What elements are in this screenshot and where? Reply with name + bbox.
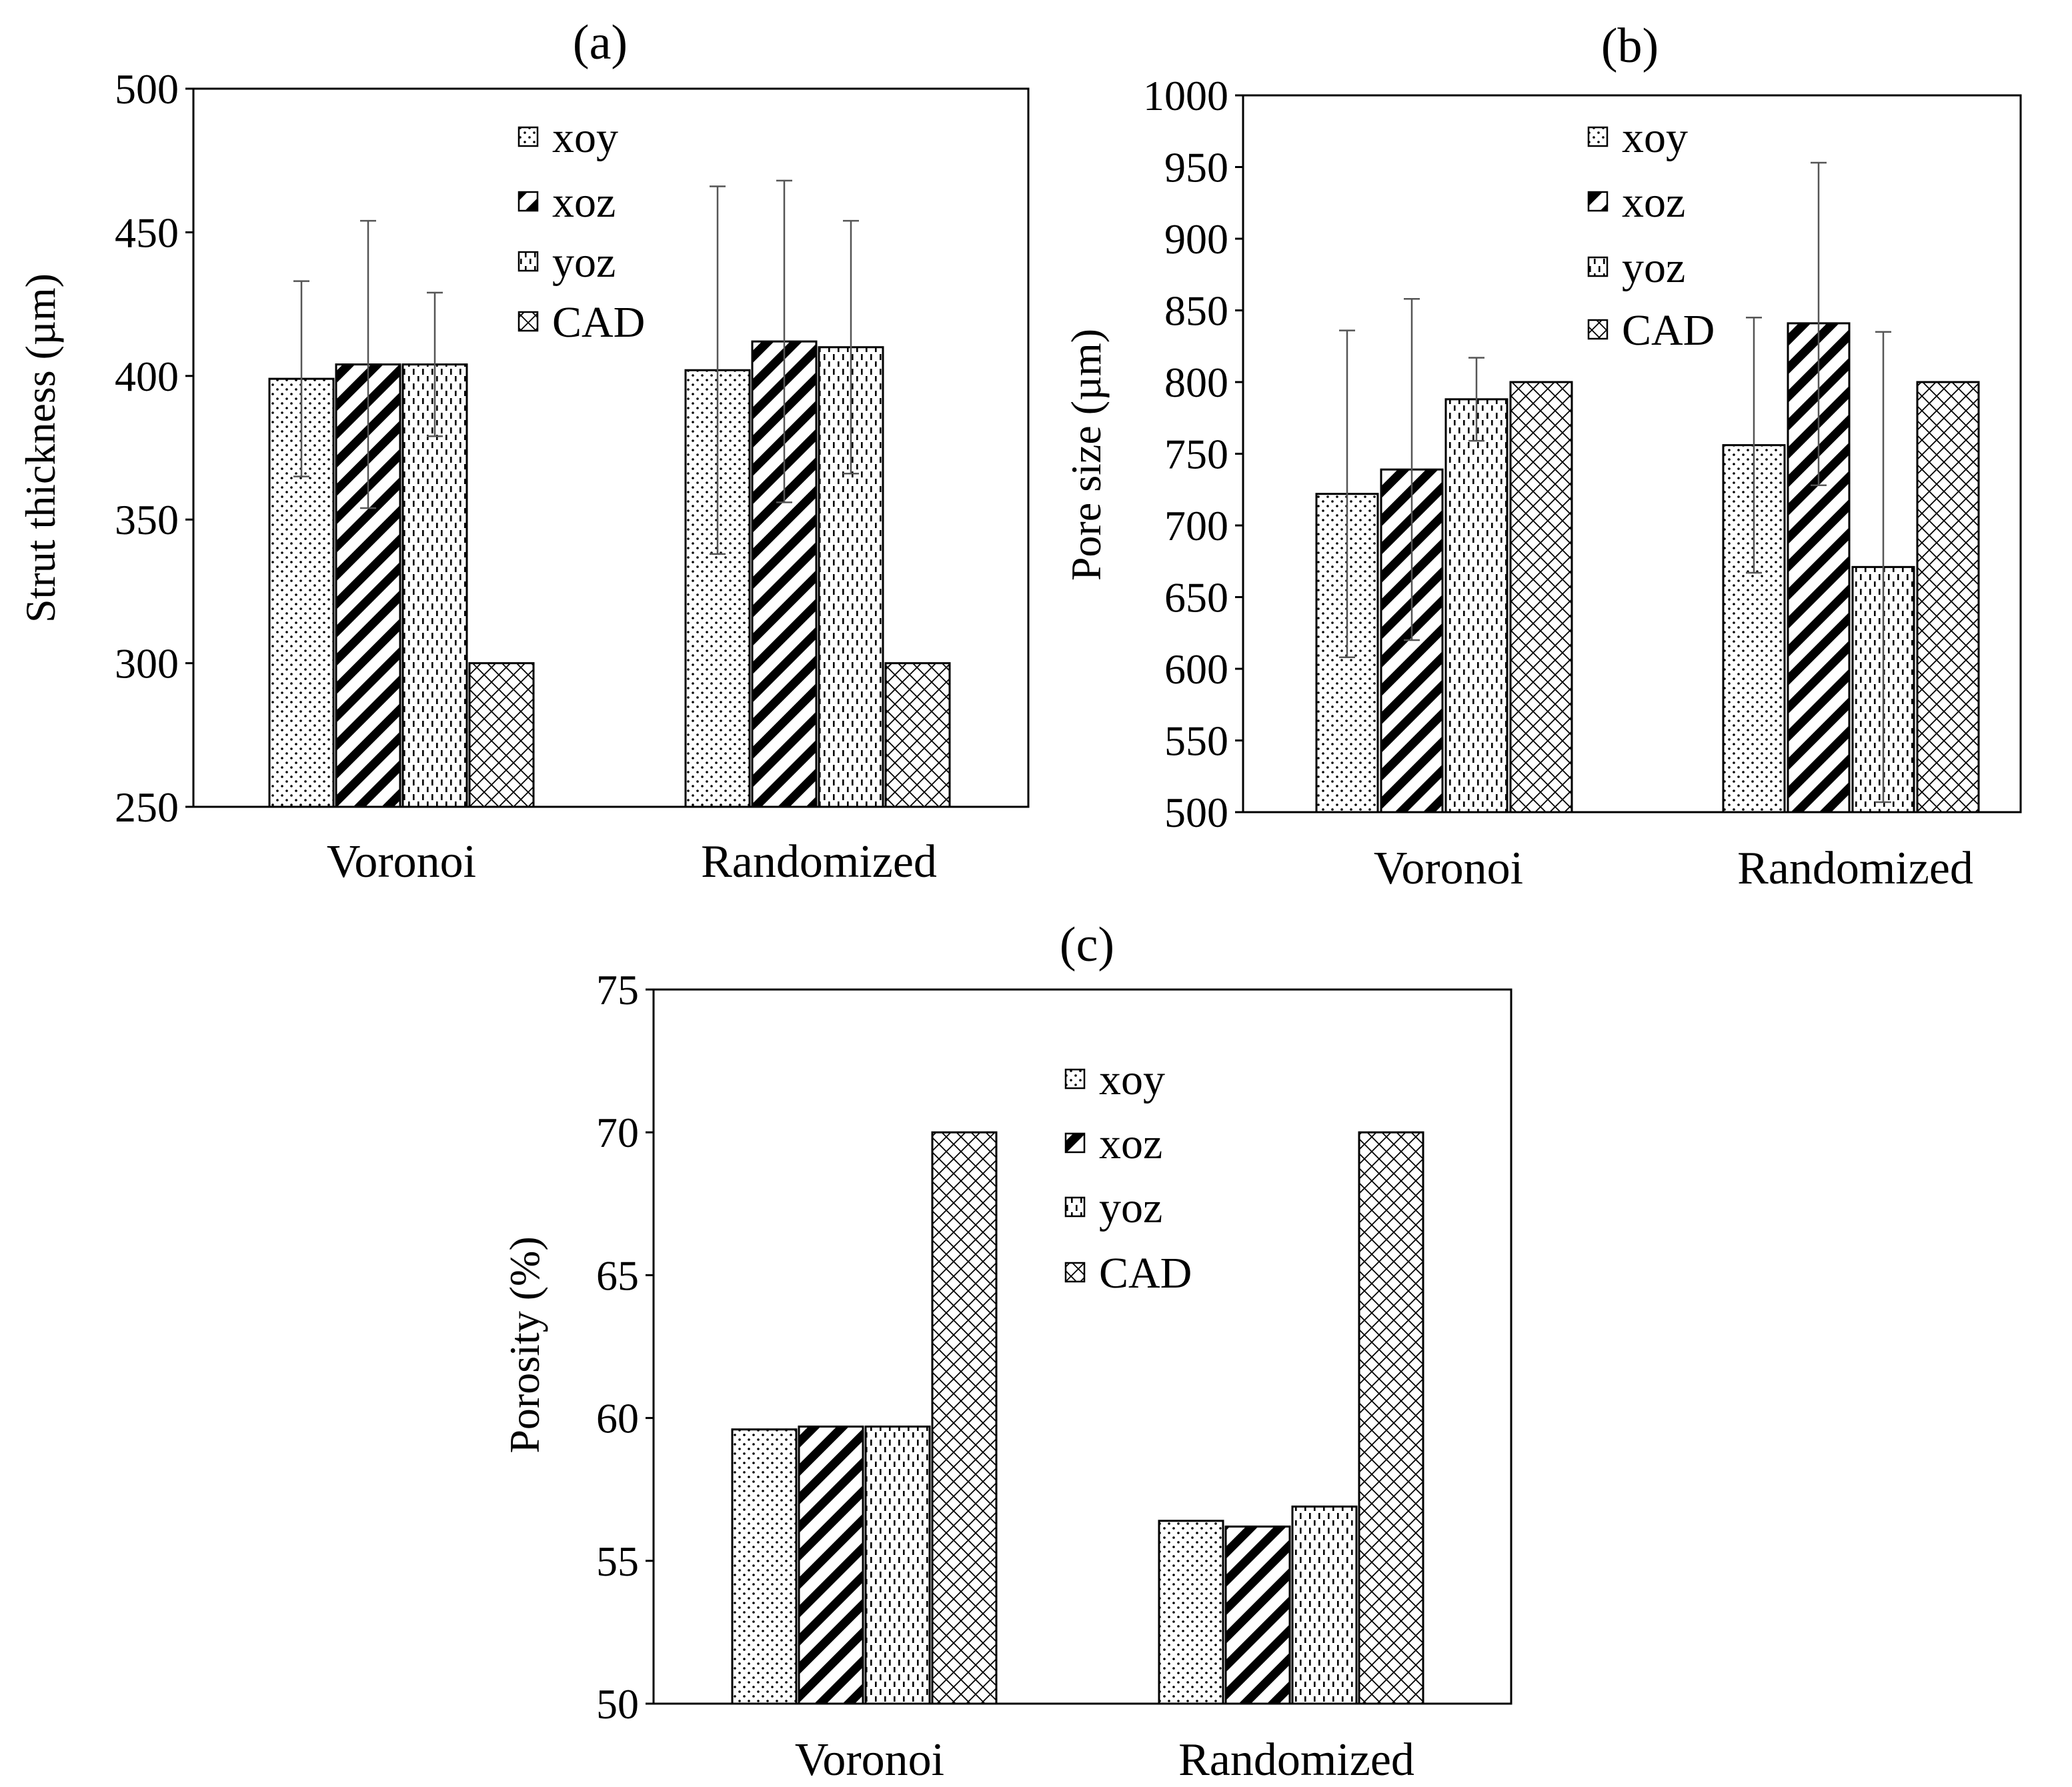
panel-a-bar-cad-randomized	[884, 662, 951, 808]
panel-a-errorbars	[293, 179, 859, 555]
panel-a-ytick-label: 250	[115, 783, 179, 831]
panel-c-legend-xoz: xoz	[1099, 1120, 1162, 1168]
panel-b-legend-swatch-xoy	[1587, 126, 1609, 147]
panel-a-ytick-label: 400	[115, 353, 179, 400]
panel-c-bar-yoz-randomized	[1291, 1505, 1358, 1705]
panel-a-legend-swatch-xoz	[517, 191, 539, 212]
panel-c-frame	[652, 988, 1512, 1705]
panel-c-bars	[731, 1131, 1424, 1705]
panel-a-legend-yoz: yoz	[552, 238, 616, 287]
panel-c-category-randomized: Randomized	[1178, 1734, 1414, 1786]
panel-c-ytick-label: 60	[596, 1395, 639, 1442]
panel-a-legend-xoz: xoz	[552, 178, 616, 227]
panel-b-legend-swatch-yoz	[1587, 256, 1609, 277]
panel-b-yticks: 500 550 600 650 700 750 800 850 900 950 1000	[1143, 72, 1243, 836]
panel-b-bars	[1315, 322, 1980, 813]
panel-a-category-randomized: Randomized	[701, 836, 937, 887]
panel-c-legend-xoy: xoy	[1099, 1056, 1165, 1104]
panel-c-ytick-label: 75	[596, 966, 639, 1014]
panel-a-ytick-label: 300	[115, 640, 179, 687]
panel-b-ytick-label: 1000	[1143, 72, 1228, 119]
panel-b-ytick-label: 850	[1164, 287, 1228, 335]
panel-b-bar-yoz-voronoi	[1444, 398, 1508, 813]
panel-a-frame	[192, 87, 1030, 808]
panel-c-legend-cad: CAD	[1099, 1249, 1192, 1298]
panel-a-legend-cad: CAD	[552, 298, 645, 347]
panel-b-ytick-label: 700	[1164, 502, 1228, 549]
panel-b-ytick-label: 550	[1164, 717, 1228, 765]
panel-c-yticks: 50 55 60 65 70 75	[596, 966, 654, 1728]
panel-b-legend-swatch-xoz	[1587, 191, 1609, 212]
panel-c-ytick-label: 55	[596, 1538, 639, 1585]
panel-b-errorbars	[1339, 161, 1891, 803]
panel-c-ylabel: Porosity (%)	[501, 1236, 548, 1453]
panel-c-ytick-label: 70	[596, 1109, 639, 1156]
panel-a-ytick-label: 450	[115, 209, 179, 256]
panel-c-bar-xoy-randomized	[1158, 1520, 1224, 1705]
panel-b-ytick-label: 500	[1164, 789, 1228, 836]
panel-b-ytick-label: 900	[1164, 215, 1228, 263]
panel-b-ytick-label: 950	[1164, 144, 1228, 191]
panel-b-ytick-label: 800	[1164, 359, 1228, 406]
panel-c-legend-swatch-cad	[1064, 1262, 1086, 1283]
panel-a-yticks: 250 300 350 400 450 500	[115, 65, 193, 831]
panel-a-bar-yoz-voronoi	[401, 363, 468, 808]
panel-b-bar-cad-voronoi	[1509, 381, 1573, 813]
panel-b-legend-xoy: xoy	[1622, 113, 1688, 162]
panel-c-category-voronoi: Voronoi	[795, 1734, 944, 1786]
panel-b-category-voronoi: Voronoi	[1374, 843, 1523, 894]
panel-c-ytick-label: 50	[596, 1680, 639, 1728]
panel-a-ylabel: Strut thickness (µm)	[17, 273, 64, 623]
panel-c-bar-cad-randomized	[1358, 1131, 1424, 1705]
panel-c-legend-swatch-xoy	[1064, 1068, 1086, 1090]
chart-panel-a: (a) Strut thickness (µm) 250 300 350 400 450…	[17, 15, 1030, 887]
panel-b-bar-cad-randomized	[1916, 381, 1980, 813]
panel-b-legend-swatch-cad	[1587, 319, 1609, 340]
panel-b-legend: xoy xoz yoz CAD	[1587, 113, 1715, 355]
chart-panel-b: (b) Pore size (µm) 500 550 600 650 700 750 800…	[1062, 19, 2022, 894]
panel-c-legend-swatch-yoz	[1064, 1196, 1086, 1218]
panel-c-bar-cad-voronoi	[931, 1131, 998, 1705]
panel-a-legend-swatch-yoz	[517, 251, 539, 272]
panel-b-ytick-label: 650	[1164, 574, 1228, 621]
panel-a-legend-xoy: xoy	[552, 113, 618, 162]
panel-b-ylabel: Pore size (µm)	[1062, 329, 1110, 581]
panel-b-legend-xoz: xoz	[1622, 178, 1685, 227]
panel-c-ytick-label: 65	[596, 1252, 639, 1299]
panel-c-legend-yoz: yoz	[1099, 1184, 1162, 1232]
panel-c-bar-yoz-voronoi	[864, 1425, 931, 1705]
panel-b-ytick-label: 750	[1164, 431, 1228, 478]
panel-b-title: (b)	[1601, 19, 1659, 73]
panel-c-legend-swatch-xoz	[1064, 1132, 1086, 1154]
panel-b-legend-cad: CAD	[1622, 306, 1715, 355]
panel-b-category-randomized: Randomized	[1737, 843, 1973, 894]
panel-a-bar-cad-voronoi	[468, 662, 535, 808]
panel-b-ytick-label: 600	[1164, 645, 1228, 693]
panel-a-ytick-label: 350	[115, 496, 179, 543]
panel-c-title: (c)	[1060, 918, 1114, 972]
panel-a-legend-swatch-xoy	[517, 126, 539, 147]
panel-a-bars	[268, 340, 951, 808]
panel-c-legend: xoy xoz yoz CAD	[1064, 1056, 1192, 1298]
panel-a-legend-swatch-cad	[517, 311, 539, 332]
panel-c-bar-xoz-randomized	[1224, 1525, 1291, 1705]
panel-a-ytick-label: 500	[115, 65, 179, 113]
panel-b-legend-yoz: yoz	[1622, 243, 1685, 292]
panel-c-bar-xoz-voronoi	[798, 1425, 864, 1705]
chart-panel-c: (c) Porosity (%) 50 55 60 65 70 75 Voronoi Ra…	[501, 918, 1512, 1786]
panel-a-legend: xoy xoz yoz CAD	[517, 113, 645, 347]
panel-a-category-voronoi: Voronoi	[327, 836, 476, 887]
panel-c-bar-xoy-voronoi	[731, 1428, 798, 1705]
panel-a-title: (a)	[573, 15, 628, 70]
panel-b-frame	[1242, 94, 2022, 813]
